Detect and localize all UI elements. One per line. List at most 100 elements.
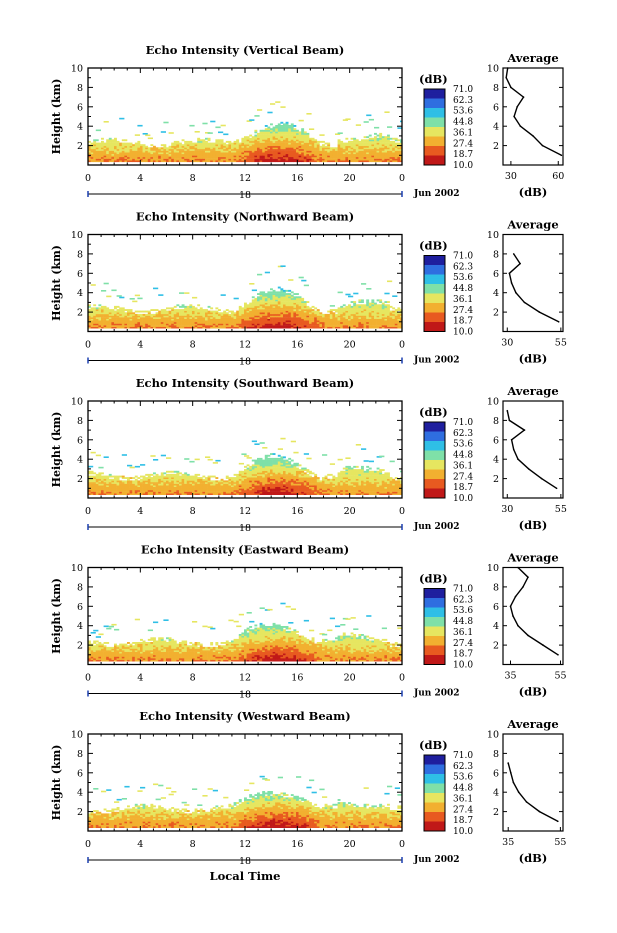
x-tick-label: 12 (239, 340, 251, 351)
colorbar-level: 36.1 (453, 461, 473, 471)
profile-point (516, 106, 518, 108)
date-marker: 18 (239, 190, 251, 201)
y-tick-label: 4 (77, 621, 83, 632)
colorbar-level: 18.7 (453, 317, 473, 327)
x-tick-label: 20 (344, 839, 356, 850)
colorbar-level: 18.7 (453, 150, 473, 160)
panel-title: Echo Intensity (Southward Beam) (136, 376, 354, 390)
profile-point (541, 478, 543, 480)
profile-y-tick-label: 2 (493, 474, 499, 485)
date-marker: 18 (239, 523, 251, 534)
y-tick-label: 6 (77, 602, 83, 613)
colorbar-unit: (dB) (419, 239, 448, 253)
profile-point (557, 821, 559, 823)
profile-y-tick-label: 8 (493, 582, 499, 593)
profile-point (512, 615, 514, 617)
profile-line (507, 411, 556, 489)
profile-x-tick-label: 55 (555, 338, 567, 349)
colorbar-level: 62.3 (453, 429, 473, 439)
colorbar-level: 18.7 (453, 816, 473, 826)
colorbar-level: 53.6 (453, 273, 473, 283)
profile-point (513, 449, 515, 451)
profile-x-tick-label: 30 (501, 338, 513, 349)
profile-y-tick-label: 6 (493, 269, 499, 280)
y-tick-label: 6 (77, 435, 83, 446)
colorbar-level: 71.0 (453, 751, 473, 761)
x-tick-label: 16 (291, 839, 303, 850)
profile-y-tick-label: 6 (493, 102, 499, 113)
echo-panel-4: Echo Intensity (Eastward Beam)246810Heig… (50, 543, 567, 701)
profile-point (507, 410, 509, 412)
profile-title: Average (506, 218, 558, 232)
profile-point (510, 87, 512, 89)
profile-point (507, 762, 509, 764)
panel-title: Echo Intensity (Northward Beam) (136, 210, 354, 224)
y-tick-label: 8 (77, 249, 83, 260)
x-tick-label: 8 (190, 173, 196, 184)
profile-y-tick-label: 10 (487, 230, 499, 241)
y-tick-label: 4 (77, 288, 83, 299)
x-tick-label: 4 (137, 506, 143, 517)
y-tick-label: 2 (77, 141, 83, 152)
colorbar-level: 53.6 (453, 107, 473, 117)
x-tick-label: 8 (190, 340, 196, 351)
colorbar-level: 53.6 (453, 606, 473, 616)
profile-point (526, 801, 528, 803)
x-tick-label: 20 (344, 173, 356, 184)
profile-y-tick-label: 10 (487, 563, 499, 574)
profile-point (558, 321, 560, 323)
colorbar-level: 53.6 (453, 773, 473, 783)
profile-x-label: (dB) (519, 851, 548, 865)
y-tick-label: 8 (77, 83, 83, 94)
y-tick-label: 6 (77, 768, 83, 779)
y-tick-label: 2 (77, 807, 83, 818)
profile-y-tick-label: 10 (487, 730, 499, 741)
x-tick-label: 0 (85, 839, 91, 850)
profile-point (517, 567, 519, 569)
x-tick-label: 4 (137, 340, 143, 351)
colorbar-level: 10.0 (453, 494, 473, 504)
x-tick-label: 12 (239, 173, 251, 184)
profile-y-tick-label: 8 (493, 416, 499, 427)
x-tick-label: 0 (85, 506, 91, 517)
profile-point (522, 586, 524, 588)
profile-point (513, 253, 515, 255)
profile-point (510, 772, 512, 774)
y-tick-label: 10 (71, 230, 83, 241)
profile-point (517, 625, 519, 627)
profile-point (509, 420, 511, 422)
profile-line (511, 568, 559, 655)
date-label: Jun 2002 (413, 189, 460, 199)
colorbar-level: 36.1 (453, 128, 473, 138)
panel-title: Echo Intensity (Westward Beam) (139, 709, 350, 723)
x-tick-label: 0 (399, 173, 405, 184)
profile-y-tick-label: 2 (493, 308, 499, 319)
colorbar-level: 44.8 (453, 617, 473, 627)
y-tick-label: 2 (77, 474, 83, 485)
x-tick-label: 8 (190, 506, 196, 517)
profile-title: Average (506, 717, 558, 731)
y-tick-label: 8 (77, 582, 83, 593)
colorbar-unit: (dB) (419, 738, 448, 752)
date-marker: 18 (239, 357, 251, 368)
colorbar-level: 71.0 (453, 585, 473, 595)
profile-point (556, 488, 558, 490)
profile-line (508, 763, 558, 821)
profile-x-label: (dB) (519, 352, 548, 366)
profile-point (513, 116, 515, 118)
profile-y-tick-label: 4 (493, 621, 499, 632)
y-axis-label: Height (km) (50, 245, 63, 321)
colorbar-level: 71.0 (453, 252, 473, 262)
y-tick-label: 8 (77, 416, 83, 427)
x-tick-label: 8 (190, 673, 196, 684)
x-tick-label: 20 (344, 506, 356, 517)
profile-point (561, 155, 563, 157)
profile-point (513, 782, 515, 784)
profile-point (542, 644, 544, 646)
intensity-heatmap (88, 438, 405, 495)
profile-point (510, 606, 512, 608)
profile-point (520, 125, 522, 127)
y-tick-label: 6 (77, 269, 83, 280)
profile-point (505, 77, 507, 79)
